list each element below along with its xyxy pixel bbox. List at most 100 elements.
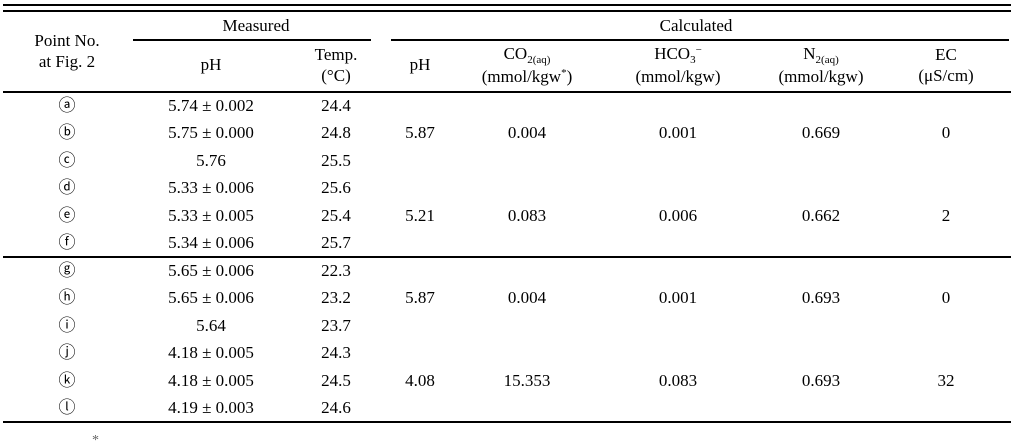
table-row: ⓓ 5.33 ± 0.006 25.6 <box>3 175 1011 203</box>
point-cell: ⓐ <box>58 96 76 116</box>
ec-label: EC <box>935 45 957 65</box>
n2-unit: (mmol/kgw) <box>778 66 864 86</box>
calculated-label: Calculated <box>659 15 733 35</box>
hco3-formula: HCO3− <box>654 43 702 66</box>
table-row: ⓑ 5.75 ± 0.000 24.8 5.87 0.004 0.001 0.6… <box>3 120 1011 148</box>
hco3-cell: 0.001 <box>658 123 698 143</box>
ec-cell: 0 <box>941 288 951 308</box>
point-cell: ⓙ <box>58 343 76 363</box>
ph-calc-cell: 5.87 <box>405 123 435 143</box>
temp-label: Temp. <box>314 45 358 65</box>
n2-cell <box>761 229 881 258</box>
hco3-cell <box>595 340 761 368</box>
temp-cell: 24.4 <box>321 96 351 116</box>
hco3-cell: 0.083 <box>658 370 698 390</box>
temp-cell: 24.6 <box>291 394 381 423</box>
table-row: ⓘ 5.64 23.7 <box>3 312 1011 340</box>
ph-measured-cell: 5.65 ± 0.006 <box>168 261 254 281</box>
co2-cell <box>459 340 595 368</box>
temp-unit: (°C) <box>321 65 351 85</box>
ph-calc-cell <box>381 312 459 340</box>
ec-cell <box>881 340 1011 368</box>
column-header-temp: Temp. (°C) <box>291 40 381 93</box>
n2-cell <box>761 340 881 368</box>
ph-calc-cell <box>381 147 459 175</box>
temp-cell: 25.4 <box>321 205 351 225</box>
ec-cell <box>881 257 1011 285</box>
n2-cell <box>761 92 881 120</box>
co2-formula: CO2(aq) <box>503 43 551 66</box>
column-header-ph-calculated: pH <box>381 40 459 93</box>
hco3-cell: 0.006 <box>658 205 698 225</box>
n2-cell <box>761 394 881 423</box>
n2-cell: 0.669 <box>801 123 841 143</box>
header-columns-row: pH Temp. (°C) pH CO2(aq) (mmol/kgw*) HCO… <box>3 40 1012 93</box>
ph-calc-cell <box>381 92 459 120</box>
point-cell: ⓓ <box>58 178 76 198</box>
column-header-co2: CO2(aq) (mmol/kgw*) <box>459 40 595 93</box>
table-row: ⓕ 5.34 ± 0.006 25.7 <box>3 229 1012 258</box>
ec-cell: 32 <box>937 370 955 390</box>
table-row: ⓚ 4.18 ± 0.005 24.5 4.08 15.353 0.083 0.… <box>3 367 1011 395</box>
hco3-unit: (mmol/kgw) <box>635 66 721 86</box>
co2-cell: 0.004 <box>507 123 547 143</box>
column-header-n2: N2(aq) (mmol/kgw) <box>761 40 881 93</box>
hco3-cell <box>595 257 761 285</box>
co2-cell <box>459 175 595 203</box>
ph-measured-cell: 5.74 ± 0.002 <box>168 96 254 116</box>
table-row: ⓖ 5.65 ± 0.006 22.3 <box>3 257 1011 285</box>
temp-cell: 24.8 <box>321 123 351 143</box>
hco3-cell: 0.001 <box>658 288 698 308</box>
table-row: ⓔ 5.33 ± 0.005 25.4 5.21 0.083 0.006 0.6… <box>3 202 1011 230</box>
table-row: ⓗ 5.65 ± 0.006 23.2 5.87 0.004 0.001 0.6… <box>3 285 1011 313</box>
ec-cell: 2 <box>941 205 951 225</box>
table-row: ⓒ 5.76 25.5 <box>3 147 1011 175</box>
n2-cell <box>761 175 881 203</box>
group-header-calculated: Calculated <box>381 12 1011 41</box>
co2-cell <box>459 312 595 340</box>
ec-cell: 0 <box>941 123 951 143</box>
ph-measured-cell: 4.19 ± 0.003 <box>131 394 291 423</box>
ph-measured-cell: 5.75 ± 0.000 <box>168 123 254 143</box>
ph-measured-cell: 5.65 ± 0.006 <box>168 288 254 308</box>
n2-cell <box>761 257 881 285</box>
temp-cell: 23.7 <box>321 315 351 335</box>
point-cell: ⓖ <box>58 261 76 281</box>
ph-calc-cell <box>381 257 459 285</box>
n2-formula: N2(aq) <box>803 43 839 66</box>
header-group-row: Point No. at Fig. 2 Measured Calculated <box>3 12 1011 93</box>
ph-calc-cell: 5.87 <box>405 288 435 308</box>
ec-cell <box>881 312 1011 340</box>
ph-calc-cell <box>381 175 459 203</box>
ph-calc-cell: 5.21 <box>405 205 435 225</box>
co2-cell <box>459 257 595 285</box>
co2-cell: 0.083 <box>507 205 547 225</box>
top-double-rule <box>3 4 1011 12</box>
hco3-cell <box>595 229 761 258</box>
hco3-cell <box>595 92 761 120</box>
ph-measured-cell: 4.18 ± 0.005 <box>168 370 254 390</box>
measured-label: Measured <box>222 15 290 35</box>
ph-measured-cell: 4.18 ± 0.005 <box>168 343 254 363</box>
column-header-ph-measured: pH <box>131 40 291 93</box>
hco3-cell <box>595 394 761 423</box>
temp-cell: 25.5 <box>321 150 351 170</box>
point-cell: ⓔ <box>58 205 76 225</box>
co2-cell: 0.004 <box>507 288 547 308</box>
n2-cell: 0.693 <box>801 370 841 390</box>
co2-cell <box>459 92 595 120</box>
n2-cell <box>761 312 881 340</box>
table-row: ⓐ 5.74 ± 0.002 24.4 <box>3 92 1011 120</box>
temp-cell: 23.2 <box>321 288 351 308</box>
co2-cell <box>459 147 595 175</box>
n2-cell: 0.662 <box>801 205 841 225</box>
ph-measured-cell: 5.33 ± 0.006 <box>168 178 254 198</box>
ph-measured-cell: 5.33 ± 0.005 <box>168 205 254 225</box>
point-header-line2: at Fig. 2 <box>38 51 96 71</box>
point-cell: ⓘ <box>58 315 76 335</box>
calculated-underline <box>391 39 1010 41</box>
ec-cell <box>881 229 1012 258</box>
group-header-measured: Measured <box>131 12 381 41</box>
ph-calc-cell <box>381 340 459 368</box>
n2-cell: 0.693 <box>801 288 841 308</box>
